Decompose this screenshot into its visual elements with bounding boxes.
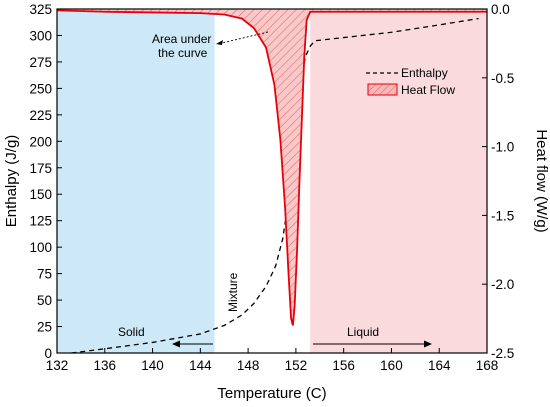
x-tick-label: 152 [285, 358, 308, 373]
y-left-tick-label: 300 [29, 28, 52, 43]
x-tick-label: 144 [189, 358, 212, 373]
y-left-axis-title: Enthalpy (J/g) [3, 135, 20, 228]
axes: 132 136 140 144 148 152 156 160 164 168 0 25 50 75 100… [29, 2, 514, 373]
y-left-tick-label: 25 [37, 320, 52, 335]
y-right-tick-label: -2.0 [491, 277, 514, 292]
y-left-tick-label: 125 [29, 214, 52, 229]
y-left-tick-label: 0 [44, 346, 52, 361]
y-right-axis-title: Heat flow (W/g) [533, 129, 550, 232]
y-left-tick-label: 175 [29, 161, 52, 176]
y-right-tick-label: -1.0 [491, 140, 514, 155]
region-liquid [310, 9, 487, 353]
y-left-tick-label: 200 [29, 134, 52, 149]
liquid-region-label: Liquid [347, 325, 379, 339]
region-solid [57, 9, 215, 353]
y-left-tick-label: 325 [29, 2, 52, 17]
y-left-tick-label: 225 [29, 108, 52, 123]
legend-heatflow-swatch [367, 83, 398, 96]
y-left-tick-label: 275 [29, 55, 52, 70]
solid-arrowhead [172, 340, 180, 348]
series-layer [57, 9, 487, 353]
area-under-curve-label-line2: the curve [158, 46, 208, 60]
x-tick-label: 136 [94, 358, 117, 373]
x-tick-label: 168 [476, 358, 499, 373]
y-left-tick-label: 100 [29, 240, 52, 255]
x-tick-label: 156 [332, 358, 355, 373]
enthalpy-line [71, 17, 479, 353]
y-left-tick-label: 150 [29, 187, 52, 202]
x-tick-label: 148 [237, 358, 260, 373]
heat-flow-line [57, 9, 487, 326]
legend: Enthalpy Heat Flow [366, 66, 455, 97]
y-right-tick-label: 0.0 [491, 2, 510, 17]
x-tick-label: 160 [380, 358, 403, 373]
legend-enthalpy-label: Enthalpy [401, 66, 448, 80]
area-pointer-arrowhead [216, 40, 223, 45]
y-left-tick-label: 75 [37, 267, 52, 282]
y-left-tick-label: 50 [37, 293, 52, 308]
y-right-tick-label: -2.5 [491, 346, 514, 361]
x-tick-label: 140 [141, 358, 164, 373]
area-under-curve-label: Area under [152, 32, 211, 46]
x-tick-label: 132 [46, 358, 69, 373]
solid-region-label: Solid [118, 325, 145, 339]
mixture-region-label: Mixture [226, 272, 240, 312]
y-right-tick-label: -1.5 [491, 208, 514, 223]
x-tick-label: 164 [428, 358, 451, 373]
plot-frame [56, 8, 488, 354]
liquid-arrowhead [424, 340, 432, 348]
y-right-tick-label: -0.5 [491, 71, 514, 86]
x-axis-title: Temperature (C) [217, 385, 326, 402]
y-left-tick-label: 250 [29, 81, 52, 96]
legend-heatflow-label: Heat Flow [401, 83, 455, 97]
